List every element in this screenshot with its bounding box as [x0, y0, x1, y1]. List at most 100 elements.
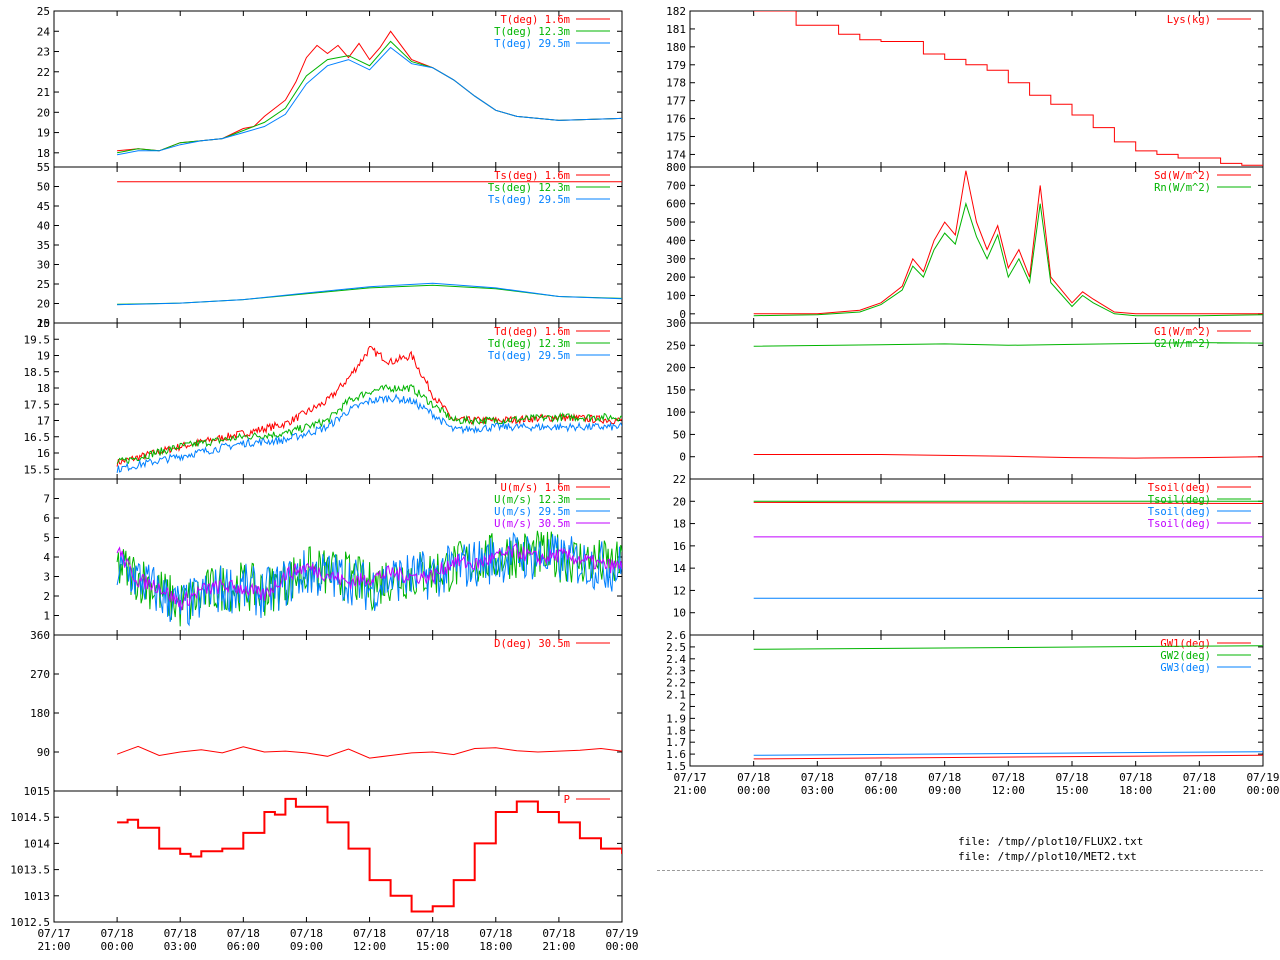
y-tick-label: 600 [666, 198, 686, 211]
y-tick-label: 400 [666, 234, 686, 247]
legend-label: U(m/s) 1.6m [500, 482, 570, 494]
x-tick-label: 15:00 [416, 940, 449, 953]
y-tick-label: 21 [37, 86, 50, 99]
y-tick-label: 18.5 [24, 366, 51, 379]
x-tick-label: 07/18 [164, 927, 197, 940]
y-tick-label: 1014.5 [10, 811, 50, 824]
chart-panel-4: 1 2 3 4 5 6 7 U(m/s) 1.6mU(m/s) 12.3mU(m/s) 29.… [43, 478, 623, 636]
y-tick-label: 1015 [24, 785, 51, 798]
y-tick-label: 20 [673, 495, 686, 508]
legend-label: G1(W/m^2) [1154, 326, 1211, 338]
y-tick-label: 100 [666, 289, 686, 302]
legend-label: Td(deg) 1.6m [494, 326, 570, 338]
series-line-3 [116, 531, 622, 627]
y-tick-label: 1.7 [666, 736, 686, 749]
x-tick-label: 21:00 [1183, 784, 1216, 797]
legend-label: Lys(kg) [1167, 14, 1211, 26]
y-tick-label: 800 [666, 161, 686, 174]
series-line-2 [753, 201, 1263, 317]
legend-label: GW1(deg) [1160, 638, 1211, 650]
y-tick-label: 360 [30, 629, 50, 642]
legend-label: Ts(deg) 12.3m [488, 182, 570, 194]
y-tick-label: 180 [30, 707, 50, 720]
x-tick-label: 00:00 [605, 940, 638, 953]
y-tick-label: 40 [37, 220, 50, 233]
series-line-3 [117, 46, 622, 156]
x-tick-label: 07/18 [801, 771, 834, 784]
y-tick-label: 2.2 [666, 677, 686, 690]
y-tick-label: 25 [37, 5, 50, 18]
series-line-1 [116, 745, 622, 759]
y-tick-label: 20 [37, 298, 50, 311]
panel-frame [53, 634, 623, 792]
y-tick-label: 300 [666, 317, 686, 330]
y-tick-label: 174 [666, 148, 686, 161]
chart-panel-11: 1.51.61.71.81.922.12.22.32.42.52.607/172… [666, 629, 1279, 797]
y-tick-label: 2.4 [666, 653, 686, 666]
y-tick-label: 12 [673, 584, 686, 597]
legend-label: T(deg) 1.6m [500, 14, 570, 26]
file-list: file: /tmp//plot10/FLUX2.txt file: /tmp//… [958, 834, 1143, 864]
legend-label: GW2(deg) [1160, 650, 1211, 662]
legend-label: Rn(W/m^2) [1154, 182, 1211, 194]
y-tick-label: 4 [43, 551, 50, 564]
y-tick-label: 50 [673, 428, 686, 441]
series-line-1 [753, 501, 1263, 504]
x-tick-label: 07/18 [101, 927, 134, 940]
series-line-2 [117, 40, 622, 154]
x-tick-label: 09:00 [290, 940, 323, 953]
y-tick-label: 19.5 [24, 333, 51, 346]
x-tick-label: 07/18 [227, 927, 260, 940]
y-tick-label: 2.5 [666, 641, 686, 654]
x-tick-label: 07/18 [1055, 771, 1088, 784]
x-tick-label: 06:00 [864, 784, 897, 797]
series-line-1 [753, 454, 1263, 459]
y-tick-label: 50 [37, 181, 50, 194]
legend-label: Tsoil(deg) [1148, 518, 1211, 530]
legend-label: Sd(W/m^2) [1154, 170, 1211, 182]
y-tick-label: 14 [673, 562, 687, 575]
series-line-4 [116, 542, 622, 611]
legend-label: T(deg) 29.5m [494, 38, 570, 50]
y-tick-label: 16 [673, 540, 686, 553]
y-tick-label: 182 [666, 5, 686, 18]
y-tick-label: 181 [666, 23, 686, 36]
y-tick-label: 200 [666, 362, 686, 375]
y-tick-label: 17.5 [24, 398, 51, 411]
x-tick-label: 07/18 [416, 927, 449, 940]
y-tick-label: 1 [43, 610, 50, 623]
y-tick-label: 20 [37, 106, 50, 119]
chart-panel-7: 174 175 176 177 178 179 180 181 182 Lys(kg) [666, 5, 1264, 168]
x-tick-label: 07/18 [1183, 771, 1216, 784]
series-line-2 [116, 384, 622, 464]
series-line-2 [753, 645, 1263, 650]
y-tick-label: 1.6 [666, 748, 686, 761]
y-tick-label: 7 [43, 493, 50, 506]
chart-panel-6: 1012.510131013.510141014.5101507/1721:00… [10, 785, 638, 953]
y-tick-label: 175 [666, 131, 686, 144]
x-tick-label: 21:00 [37, 940, 70, 953]
legend-label: P [564, 794, 570, 806]
y-tick-label: 18 [37, 147, 50, 160]
chart-panel-9: 0 50 100 150 200 250 300 G1(W/m^2)G2(W/m^2) [666, 317, 1264, 480]
file-line-met: file: /tmp//plot10/MET2.txt [958, 850, 1137, 863]
legend-label: Tsoil(deg) [1148, 506, 1211, 518]
y-tick-label: 1.8 [666, 724, 686, 737]
y-tick-label: 1013.5 [10, 864, 50, 877]
y-tick-label: 1012.5 [10, 916, 50, 929]
y-tick-label: 90 [37, 746, 50, 759]
x-tick-label: 00:00 [101, 940, 134, 953]
y-tick-label: 19 [37, 127, 50, 140]
y-tick-label: 35 [37, 239, 50, 252]
series-line-1 [117, 797, 622, 913]
file-line-flux: file: /tmp//plot10/FLUX2.txt [958, 835, 1144, 848]
y-tick-label: 176 [666, 113, 686, 126]
y-tick-label: 2.3 [666, 665, 686, 678]
legend-label: GW3(deg) [1160, 662, 1211, 674]
y-tick-label: 100 [666, 406, 686, 419]
chart-panel-1: 18 19 20 21 22 23 24 25 T(deg) 1.6mT(deg) 12.3mT… [37, 5, 623, 168]
y-tick-label: 179 [666, 59, 686, 72]
y-tick-label: 22 [673, 473, 686, 486]
legend-label: Ts(deg) 1.6m [494, 170, 570, 182]
